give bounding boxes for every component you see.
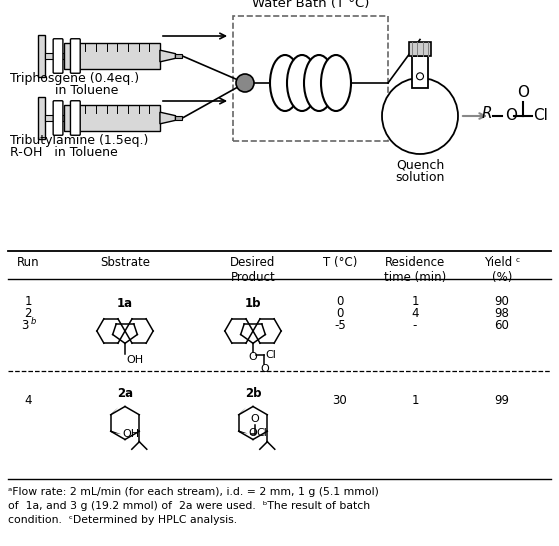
- Text: 98: 98: [495, 307, 509, 320]
- Polygon shape: [238, 407, 246, 416]
- Polygon shape: [160, 112, 176, 124]
- Bar: [45, 53, 64, 59]
- FancyBboxPatch shape: [70, 101, 80, 135]
- Text: Sbstrate: Sbstrate: [100, 256, 150, 269]
- Circle shape: [382, 78, 458, 154]
- Text: 2b: 2b: [245, 387, 261, 400]
- Bar: [37, 35, 45, 77]
- Ellipse shape: [270, 55, 300, 111]
- Text: 0: 0: [337, 295, 344, 308]
- Polygon shape: [238, 430, 248, 434]
- Text: O: O: [517, 85, 529, 100]
- Text: 0: 0: [337, 307, 344, 320]
- Text: 1b: 1b: [245, 297, 261, 310]
- Text: Yield ᶜ
(%): Yield ᶜ (%): [484, 256, 520, 284]
- Text: condition.  ᶜDetermined by HPLC analysis.: condition. ᶜDetermined by HPLC analysis.: [8, 515, 237, 525]
- Text: R: R: [481, 106, 492, 122]
- Bar: [37, 97, 45, 139]
- Text: 4: 4: [411, 307, 419, 320]
- Text: 99: 99: [495, 394, 509, 407]
- Bar: [64, 43, 160, 69]
- Text: Run: Run: [17, 256, 39, 269]
- Bar: [176, 54, 182, 58]
- Polygon shape: [160, 50, 176, 62]
- Text: ᵃFlow rate: 2 mL/min (for each stream), i.d. = 2 mm, 1 g (5.1 mmol): ᵃFlow rate: 2 mL/min (for each stream), …: [8, 487, 379, 497]
- Text: -5: -5: [334, 319, 346, 332]
- Bar: [412, 56, 428, 87]
- Circle shape: [236, 74, 254, 92]
- Text: OH: OH: [122, 429, 139, 439]
- Text: Residence
time (min): Residence time (min): [384, 256, 446, 284]
- Ellipse shape: [287, 55, 317, 111]
- Ellipse shape: [321, 55, 351, 111]
- Text: Cl: Cl: [256, 429, 267, 438]
- Text: in Toluene: in Toluene: [55, 84, 119, 97]
- Text: O: O: [260, 364, 269, 375]
- Text: Water Bath (T °C): Water Bath (T °C): [252, 0, 369, 10]
- Text: R-OH   in Toluene: R-OH in Toluene: [10, 146, 118, 159]
- Circle shape: [416, 73, 424, 80]
- Text: 3: 3: [21, 319, 29, 332]
- Text: 4: 4: [24, 394, 32, 407]
- Text: 2: 2: [24, 307, 32, 320]
- Text: Triphosgene (0.4eq.): Triphosgene (0.4eq.): [10, 72, 139, 85]
- Text: Cl: Cl: [533, 109, 548, 123]
- Polygon shape: [110, 430, 121, 434]
- Text: 90: 90: [495, 295, 509, 308]
- Text: Tributylamine (1.5eq.): Tributylamine (1.5eq.): [10, 134, 148, 147]
- Text: 2a: 2a: [117, 387, 133, 400]
- Text: 30: 30: [333, 394, 347, 407]
- Text: O: O: [249, 429, 258, 438]
- Bar: [45, 115, 64, 121]
- FancyBboxPatch shape: [53, 39, 63, 73]
- Text: Quench: Quench: [396, 159, 444, 172]
- Text: 1: 1: [24, 295, 32, 308]
- Text: of  1a, and 3 g (19.2 mmol) of  2a were used.  ᵇThe result of batch: of 1a, and 3 g (19.2 mmol) of 2a were us…: [8, 501, 370, 511]
- Text: Cl: Cl: [266, 350, 276, 360]
- FancyBboxPatch shape: [70, 39, 80, 73]
- Ellipse shape: [304, 55, 334, 111]
- Text: 1: 1: [411, 394, 419, 407]
- Bar: [409, 41, 431, 56]
- Text: 60: 60: [495, 319, 509, 332]
- Bar: [233, 16, 388, 141]
- Text: b: b: [31, 317, 36, 326]
- Text: OH: OH: [126, 355, 143, 365]
- Bar: [176, 116, 182, 120]
- Polygon shape: [110, 407, 118, 416]
- Text: O: O: [505, 109, 517, 123]
- Bar: [64, 105, 160, 131]
- Text: 1a: 1a: [117, 297, 133, 310]
- FancyBboxPatch shape: [53, 101, 63, 135]
- Text: 1: 1: [411, 295, 419, 308]
- Text: O: O: [249, 352, 257, 362]
- Text: T (°C): T (°C): [323, 256, 357, 269]
- Text: -: -: [413, 319, 417, 332]
- Text: solution: solution: [395, 171, 445, 184]
- Text: O: O: [251, 414, 259, 424]
- Text: Desired
Product: Desired Product: [230, 256, 276, 284]
